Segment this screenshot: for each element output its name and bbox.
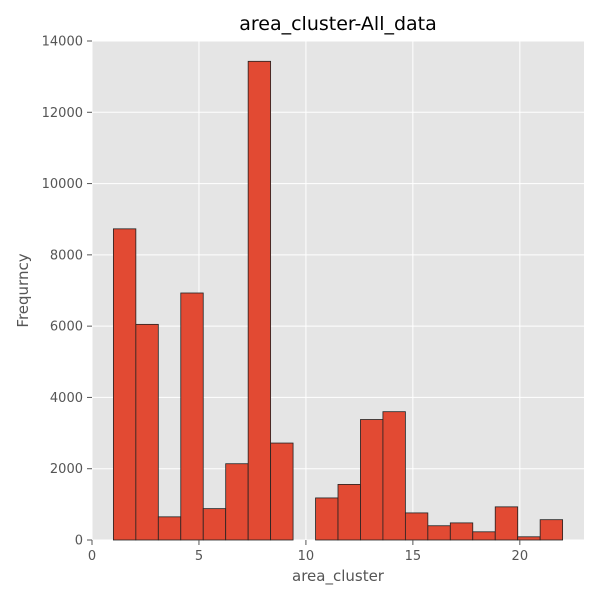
x-tick-label: 15 [405,549,422,564]
histogram-bar [135,323,159,541]
histogram-bar [180,292,204,541]
histogram-bar [517,536,541,541]
histogram-bar [202,508,227,541]
histogram-bar [157,516,182,541]
x-axis-label: area_cluster [292,567,385,586]
histogram-bar [337,483,361,541]
plot-background [92,41,584,540]
x-tick-label: 10 [298,549,315,564]
x-tick-label: 5 [195,549,203,564]
bars [112,60,564,541]
histogram-bar [449,522,474,541]
histogram-bar [112,228,137,541]
histogram-bar [270,442,294,541]
y-axis-label: Frequrncy [14,253,32,327]
y-tick-label: 12000 [42,106,83,121]
histogram-bar [360,419,384,541]
chart-title: area_cluster-All_data [239,13,437,35]
histogram-bar [494,506,519,541]
y-tick-label: 10000 [42,177,83,192]
y-tick-label: 0 [75,534,83,549]
y-tick-label: 6000 [50,320,83,335]
histogram-bar [404,512,429,541]
histogram-bar [247,60,272,541]
x-axis-ticks: 0 5 10 15 20 [88,540,528,564]
y-axis-ticks: 0 2000 4000 6000 8000 10000 12000 14000 [42,35,92,549]
x-tick-label: 20 [512,549,529,564]
histogram-bar [225,463,249,541]
y-tick-label: 4000 [50,391,83,406]
y-tick-label: 14000 [42,35,83,50]
histogram-bar [382,411,406,541]
histogram-bar [539,519,564,541]
histogram-bar [427,525,451,541]
y-tick-label: 2000 [50,462,83,477]
histogram-bar [472,531,496,541]
x-tick-label: 0 [88,549,96,564]
histogram-bar [315,497,339,541]
y-tick-label: 8000 [50,248,83,263]
